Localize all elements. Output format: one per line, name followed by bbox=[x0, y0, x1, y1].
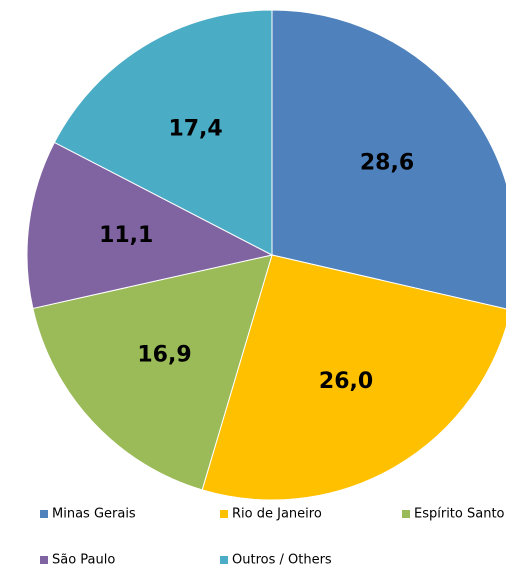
data-label: 16,9 bbox=[137, 342, 191, 367]
legend-swatch bbox=[220, 510, 228, 518]
data-label: 26,0 bbox=[319, 369, 373, 394]
data-label: 17,4 bbox=[168, 116, 222, 141]
data-label: 28,6 bbox=[360, 150, 414, 175]
legend-swatch bbox=[40, 556, 48, 564]
pie-slice bbox=[201, 254, 506, 501]
legend-label: Espírito Santo bbox=[414, 507, 505, 522]
pie-slice bbox=[32, 254, 273, 491]
pie-slice bbox=[53, 9, 273, 256]
legend-swatch bbox=[220, 556, 228, 564]
legend-label: Outros / Others bbox=[232, 553, 332, 567]
legend-swatch bbox=[40, 510, 48, 518]
legend-label: São Paulo bbox=[52, 553, 115, 567]
legend-label: Rio de Janeiro bbox=[232, 507, 322, 522]
pie-slice bbox=[271, 9, 506, 310]
data-label: 11,1 bbox=[99, 223, 153, 248]
legend-label: Minas Gerais bbox=[52, 507, 136, 522]
pie-slice bbox=[26, 141, 274, 310]
legend-swatch bbox=[402, 510, 410, 518]
